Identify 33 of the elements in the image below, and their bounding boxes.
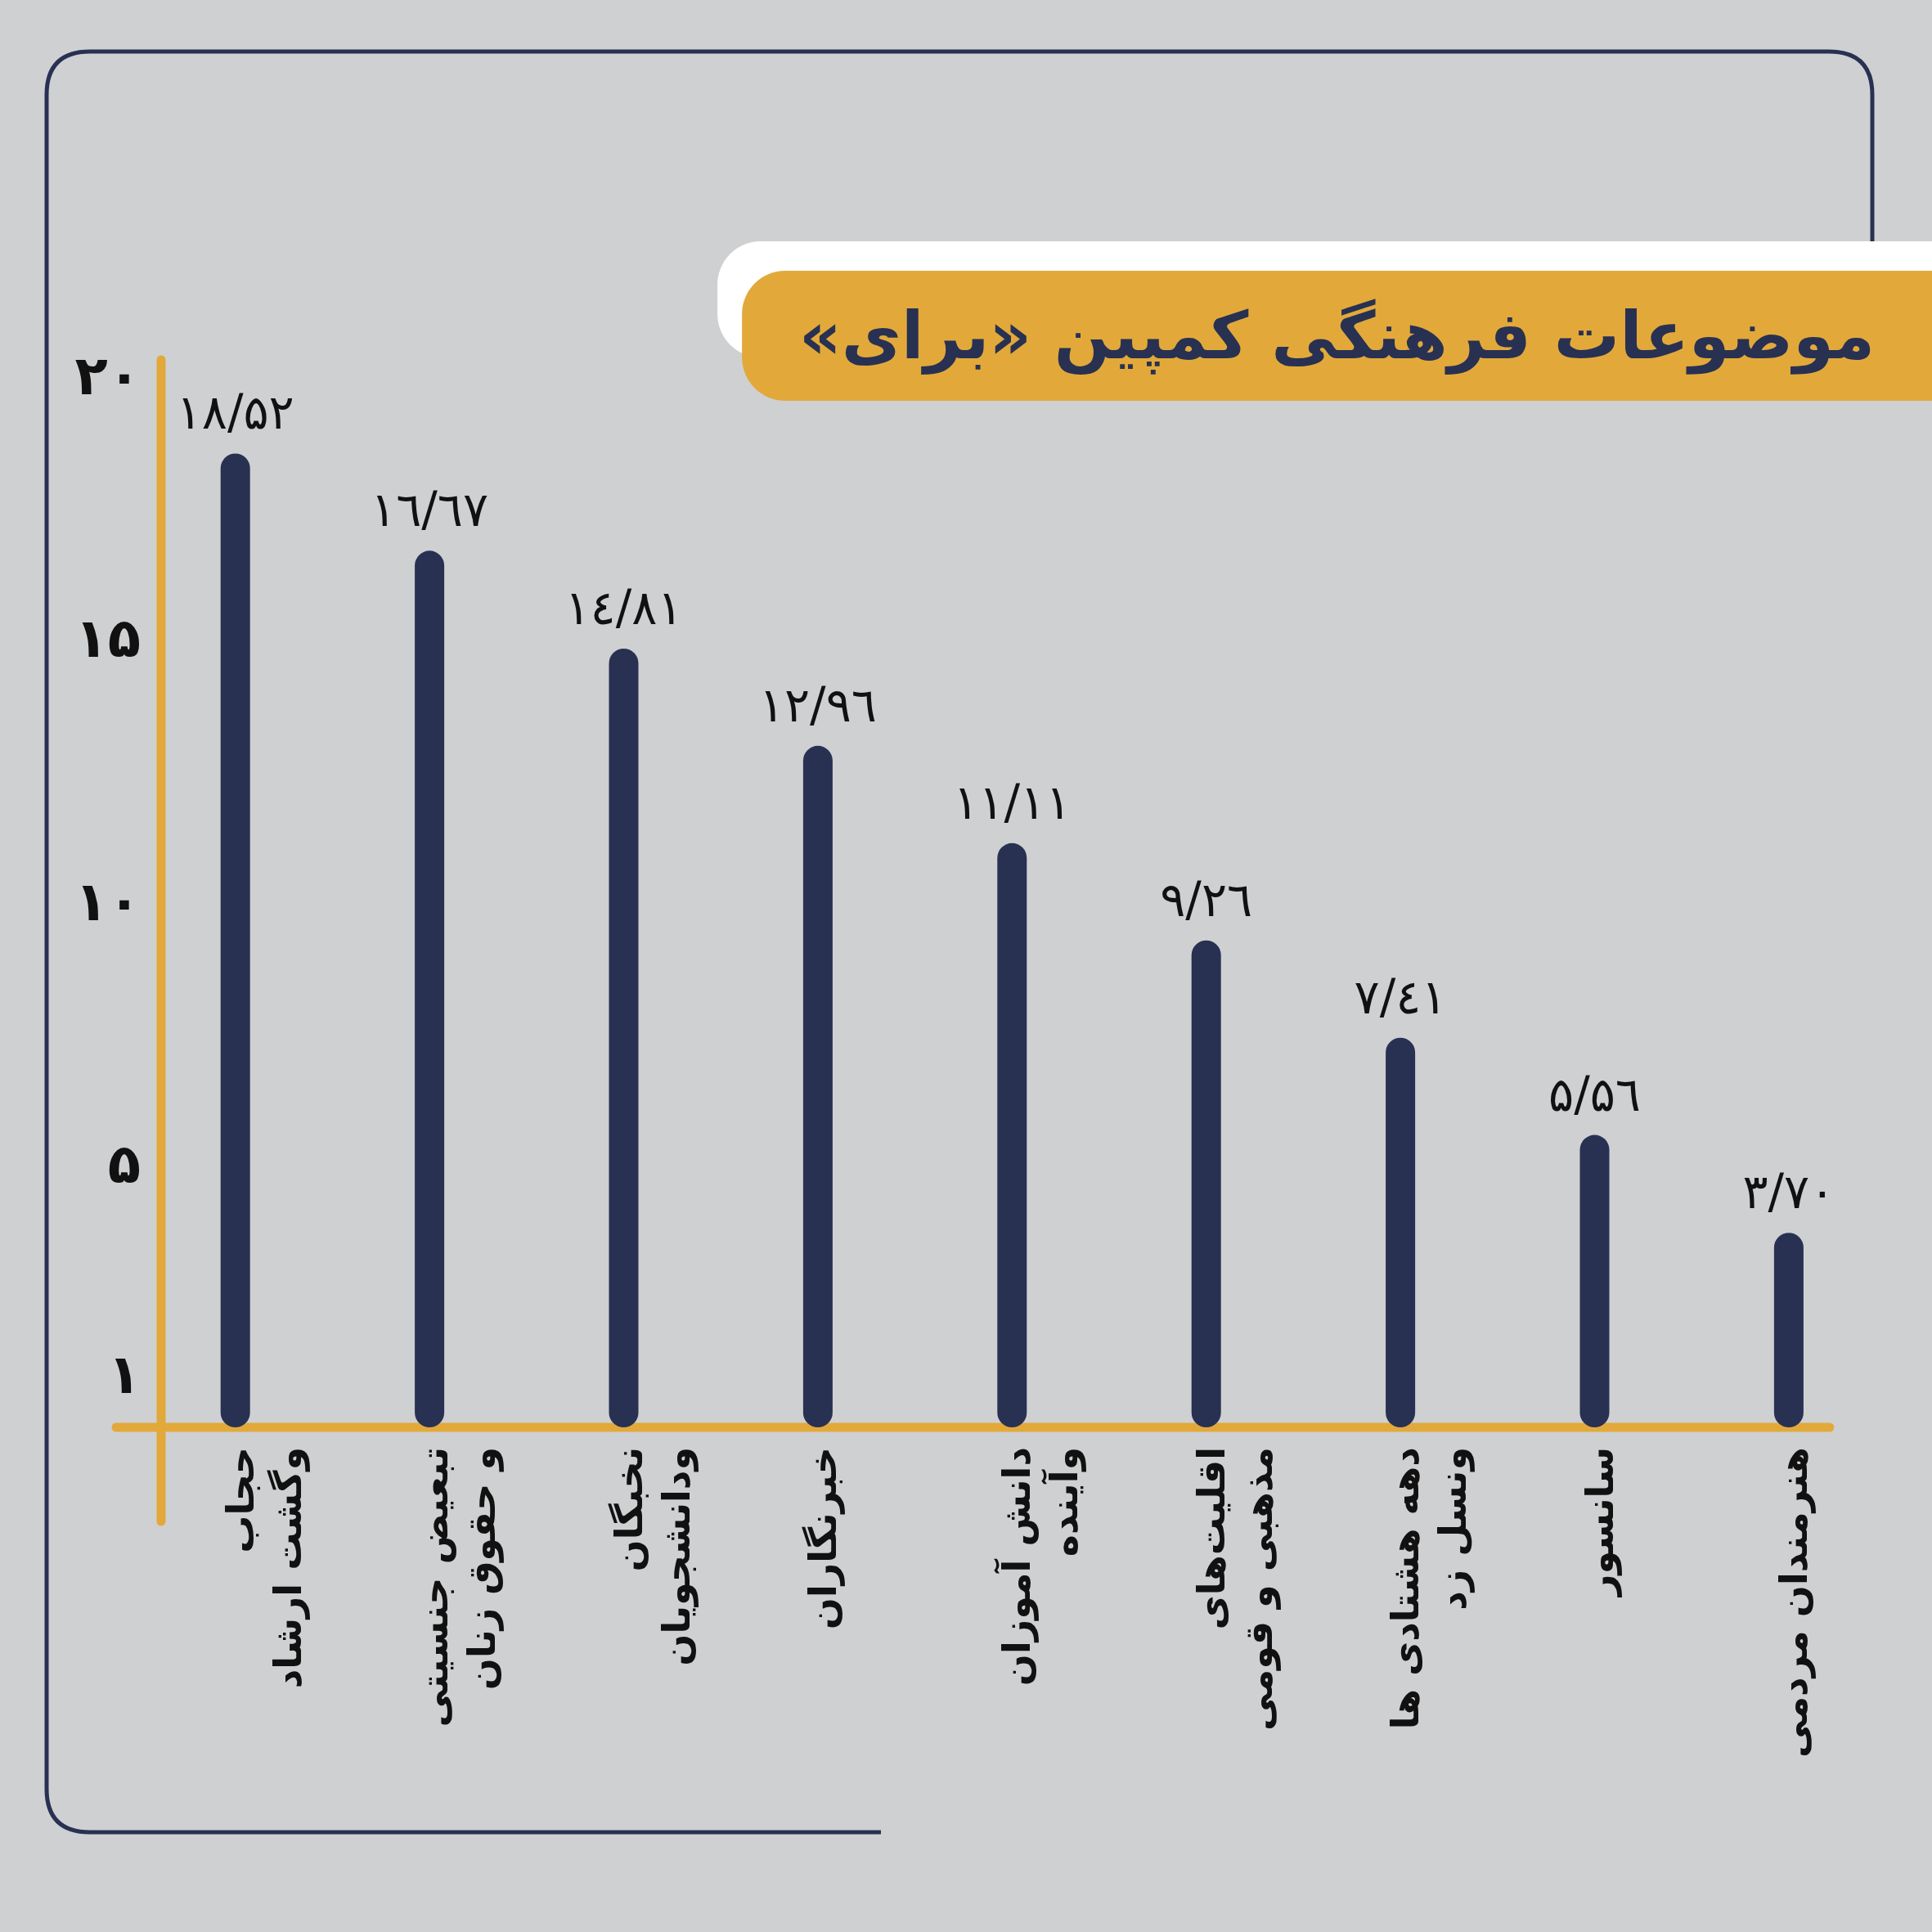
data-label: ۱۲/۹٦ xyxy=(758,676,877,733)
data-label: ۹/۲٦ xyxy=(1160,871,1253,928)
chart-title: موضوعات فرهنگی کمپین «برای» xyxy=(799,297,1875,375)
bar xyxy=(1773,1233,1804,1427)
bar xyxy=(802,745,833,1427)
x-tick-label: دهه هشتادی ها ونسل زد xyxy=(1383,1447,1476,1730)
bar xyxy=(415,550,445,1427)
bar xyxy=(1579,1134,1610,1427)
y-tick-label: ۲۰ xyxy=(74,344,141,407)
data-label: ۱٤/۸۱ xyxy=(564,579,683,636)
y-tick-label: ۵ xyxy=(107,1133,141,1197)
bar xyxy=(609,648,639,1427)
bar xyxy=(997,842,1027,1427)
bar xyxy=(220,453,250,1427)
x-tick-label: خبرنگاران xyxy=(800,1447,845,1630)
data-label: ۳/۷۰ xyxy=(1742,1164,1835,1220)
data-label: ۵/۵٦ xyxy=(1548,1066,1642,1122)
x-tick-label: حجاب وگشت ارشاد xyxy=(218,1447,310,1689)
y-tick-label: ۱۵ xyxy=(74,607,141,671)
y-tick-label: ۱۰ xyxy=(74,869,141,933)
x-tick-label: اقلیت‌های مذهبی و قومی xyxy=(1188,1447,1281,1731)
bar xyxy=(1191,940,1221,1427)
y-tick-label: ۱ xyxy=(107,1343,141,1407)
x-tick-label: دانش آموزان وآینده xyxy=(994,1447,1087,1687)
x-tick-label: نخبگان ودانشجویان xyxy=(606,1447,699,1666)
x-tick-label: تبعیض جنسیتی و حقوق زنان xyxy=(412,1447,505,1728)
data-label: ۱۸/۵۲ xyxy=(176,384,294,441)
data-label: ۱۱/۱۱ xyxy=(953,774,1072,830)
x-tick-label: سانسور xyxy=(1577,1447,1622,1597)
data-label: ۷/٤۱ xyxy=(1354,968,1447,1025)
x-tick-label: هنرمندان مردمی xyxy=(1771,1447,1816,1758)
bar xyxy=(1386,1037,1416,1427)
data-label: ۱٦/٦۷ xyxy=(371,482,489,538)
